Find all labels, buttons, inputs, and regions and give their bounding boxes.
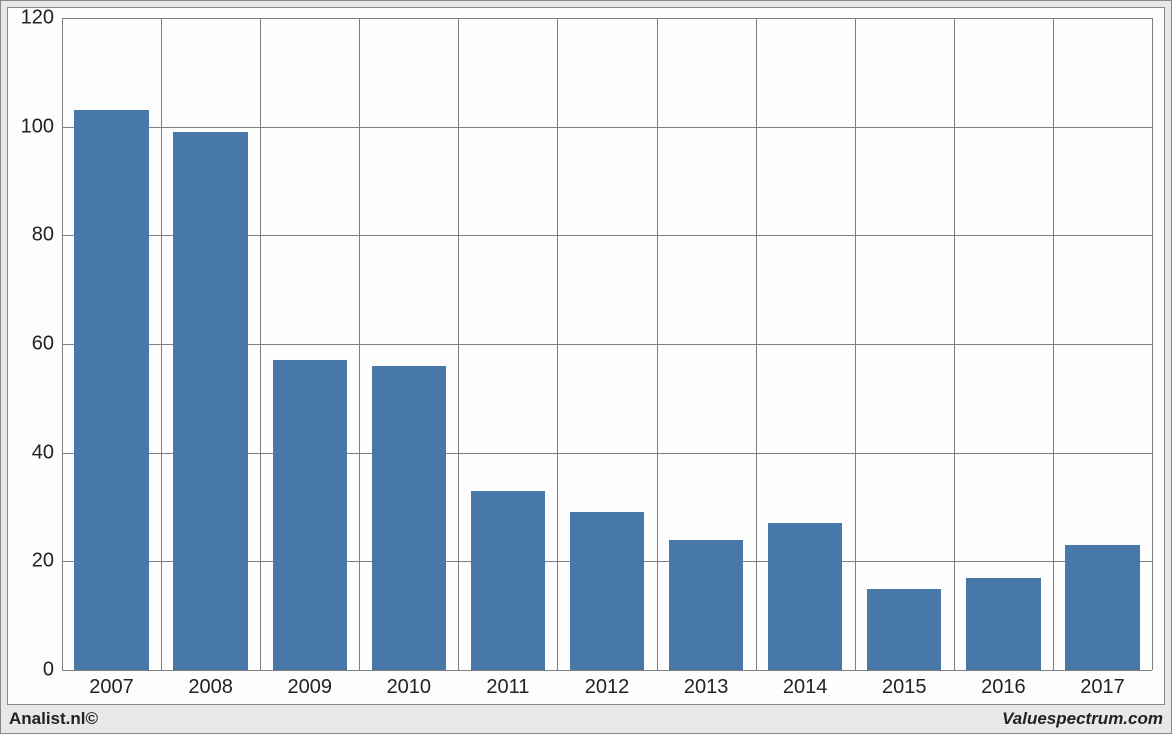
bar — [867, 589, 941, 671]
gridline-v — [855, 18, 856, 670]
gridline-v — [62, 18, 63, 670]
x-tick-label: 2016 — [981, 670, 1026, 699]
y-tick-label: 80 — [32, 224, 62, 247]
gridline-v — [1152, 18, 1153, 670]
x-tick-label: 2017 — [1080, 670, 1125, 699]
x-tick-label: 2012 — [585, 670, 630, 699]
x-tick-label: 2015 — [882, 670, 927, 699]
x-tick-label: 2011 — [486, 670, 529, 699]
bar — [74, 110, 148, 670]
bar — [1065, 545, 1139, 670]
bar — [669, 540, 743, 670]
gridline-v — [359, 18, 360, 670]
gridline-v — [161, 18, 162, 670]
gridline-h — [62, 127, 1152, 128]
x-tick-label: 2010 — [387, 670, 432, 699]
chart-frame: 0 20 40 60 80 100 120 2007 2008 2009 2010 2011 2012 2… — [0, 0, 1172, 734]
y-tick-label: 0 — [43, 659, 62, 682]
x-tick-label: 2013 — [684, 670, 729, 699]
footer-left-text: Analist.nl© — [9, 709, 98, 729]
bar — [372, 366, 446, 670]
x-tick-label: 2008 — [188, 670, 233, 699]
y-tick-label: 100 — [21, 115, 62, 138]
y-tick-label: 60 — [32, 333, 62, 356]
gridline-v — [1053, 18, 1054, 670]
bar — [273, 360, 347, 670]
gridline-h — [62, 18, 1152, 19]
gridline-v — [657, 18, 658, 670]
gridline-v — [954, 18, 955, 670]
x-tick-label: 2007 — [89, 670, 134, 699]
y-tick-label: 120 — [21, 7, 62, 30]
y-tick-label: 20 — [32, 550, 62, 573]
bar — [966, 578, 1040, 670]
bar — [173, 132, 247, 670]
plot: 0204060801001202007200820092010201120122… — [62, 18, 1152, 670]
gridline-v — [756, 18, 757, 670]
x-tick-label: 2014 — [783, 670, 828, 699]
footer: Analist.nl© Valuespectrum.com — [9, 707, 1163, 729]
gridline-v — [260, 18, 261, 670]
plot-area: 0 20 40 60 80 100 120 2007 2008 2009 2010 2011 2012 2… — [7, 7, 1165, 705]
gridline-v — [458, 18, 459, 670]
bar — [570, 512, 644, 670]
footer-right-text: Valuespectrum.com — [1002, 709, 1163, 729]
bar — [768, 523, 842, 670]
y-tick-label: 40 — [32, 441, 62, 464]
bar — [471, 491, 545, 670]
x-tick-label: 2009 — [287, 670, 332, 699]
gridline-v — [557, 18, 558, 670]
